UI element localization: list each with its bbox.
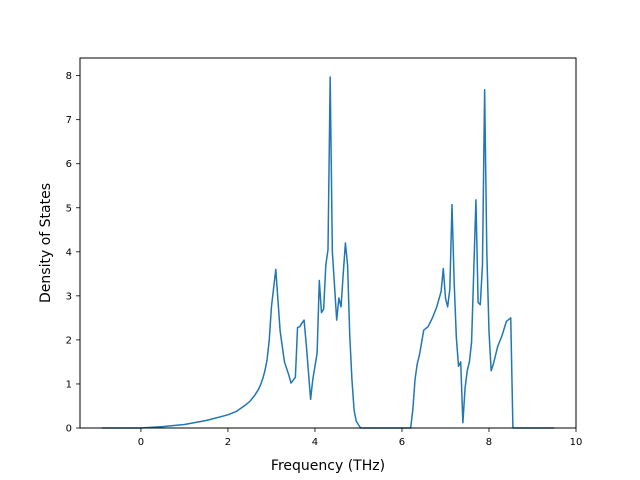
x-tick-label: 0 — [138, 437, 144, 448]
y-tick-label: 1 — [66, 379, 72, 390]
y-tick-label: 3 — [66, 291, 72, 302]
x-axis-label: Frequency (THz) — [271, 458, 385, 474]
y-axis-label: Density of States — [38, 183, 54, 303]
x-tick-label: 8 — [486, 437, 492, 448]
x-tick-label: 4 — [312, 437, 318, 448]
y-tick-label: 2 — [66, 335, 72, 346]
plot-area — [101, 76, 555, 429]
x-tick-label: 2 — [225, 437, 231, 448]
x-tick-label: 6 — [399, 437, 405, 448]
x-tick-label: 10 — [570, 437, 583, 448]
y-tick-label: 4 — [66, 247, 72, 258]
y-tick-label: 6 — [66, 159, 72, 170]
y-tick-label: 0 — [66, 424, 72, 435]
y-tick-label: 5 — [66, 203, 72, 214]
axes-frame — [79, 57, 577, 429]
y-tick-label: 8 — [66, 71, 72, 82]
axis-ticks: 0 2 4 6 8 10 0 1 2 3 4 5 6 7 8 — [66, 71, 583, 448]
y-tick-label: 7 — [66, 115, 72, 126]
series-line-0 — [101, 76, 555, 429]
